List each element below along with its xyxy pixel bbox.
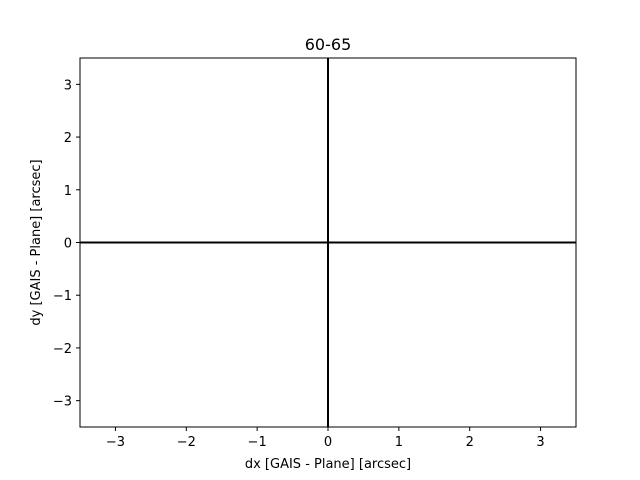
y-tick-label: −2 [53, 342, 72, 357]
y-tick-label: −3 [53, 395, 72, 410]
y-tick-label: 1 [64, 184, 72, 199]
y-tick-label: −1 [53, 289, 72, 304]
reference-lines [80, 58, 576, 427]
x-axis-ticks: −3 −2 −1 0 1 2 3 [106, 427, 545, 450]
x-tick-label: 1 [395, 435, 403, 450]
x-tick-label: −3 [106, 435, 125, 450]
x-tick-label: −1 [248, 435, 267, 450]
y-tick-label: 3 [64, 78, 72, 93]
x-tick-label: 0 [324, 435, 332, 450]
x-tick-label: 3 [536, 435, 544, 450]
y-tick-label: 0 [64, 237, 72, 252]
y-tick-label: 2 [64, 131, 72, 146]
chart-title: 60-65 [305, 35, 352, 54]
y-axis-label: dy [GAIS - Plane] [arcsec] [29, 159, 44, 325]
x-tick-label: −2 [177, 435, 196, 450]
y-axis-ticks: −3 −2 −1 0 1 2 3 [53, 78, 80, 410]
x-tick-label: 2 [466, 435, 474, 450]
x-axis-label: dx [GAIS - Plane] [arcsec] [245, 457, 411, 472]
